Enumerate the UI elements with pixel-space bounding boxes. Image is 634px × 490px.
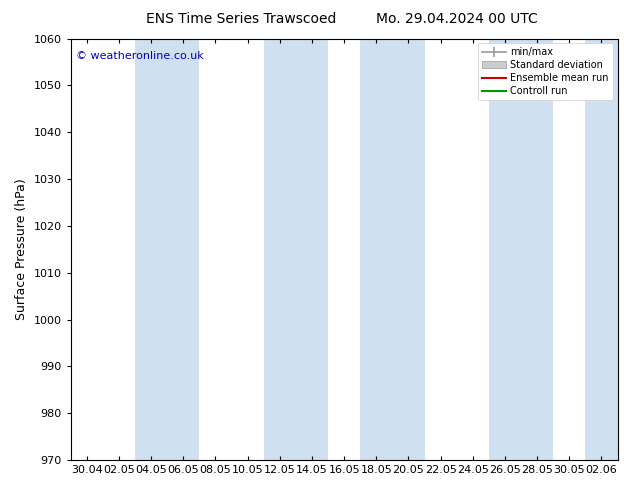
Bar	[264, 39, 328, 460]
Text: © weatheronline.co.uk: © weatheronline.co.uk	[76, 51, 204, 61]
Text: ENS Time Series Trawscoed: ENS Time Series Trawscoed	[146, 12, 336, 26]
Bar	[135, 39, 199, 460]
Bar	[360, 39, 425, 460]
Bar	[585, 39, 618, 460]
Bar	[489, 39, 553, 460]
Text: Mo. 29.04.2024 00 UTC: Mo. 29.04.2024 00 UTC	[375, 12, 538, 26]
Y-axis label: Surface Pressure (hPa): Surface Pressure (hPa)	[15, 178, 28, 320]
Legend: min/max, Standard deviation, Ensemble mean run, Controll run: min/max, Standard deviation, Ensemble me…	[478, 44, 612, 100]
